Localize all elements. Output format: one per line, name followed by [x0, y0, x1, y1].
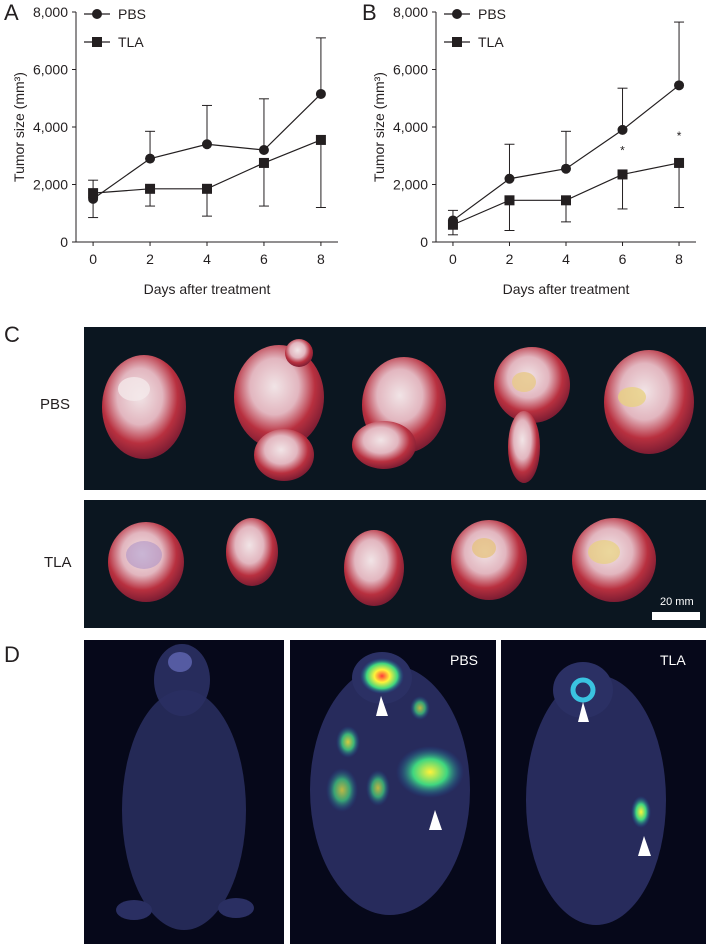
scale-bar-label: 20 mm [660, 596, 694, 608]
y-tick-label: 6,000 [393, 62, 428, 78]
pbs-tumor-photo [84, 327, 706, 490]
data-point-tla [447, 219, 458, 230]
x-tick-label: 2 [506, 251, 514, 267]
data-point-pbs [674, 80, 685, 91]
data-point-pbs [561, 163, 571, 174]
panel-d-letter: D [4, 642, 20, 667]
x-tick-label: 4 [562, 251, 570, 267]
data-point-pbs [202, 139, 212, 150]
legend-label: PBS [478, 6, 506, 22]
data-point-tla [88, 188, 99, 199]
imaging-control [84, 640, 284, 944]
chart-b: 0 2,000 4,000 6,000 8,000 0 2 4 6 8 Days after tre… [371, 4, 696, 297]
x-tick-label: 0 [449, 251, 457, 267]
significance-marker: * [677, 129, 682, 143]
x-tick-label: 0 [89, 251, 97, 267]
mouse-fluorescence-pbs [310, 652, 470, 915]
y-tick-label: 4,000 [33, 119, 68, 135]
tla-tumor-image [108, 518, 656, 606]
data-point-tla [315, 134, 326, 145]
imaging-pbs-label: PBS [450, 652, 479, 668]
scale-bar [652, 612, 700, 620]
pbs-tumor-image [102, 339, 694, 483]
x-tick-label: 8 [675, 251, 683, 267]
y-tick-label: 8,000 [393, 4, 428, 20]
panel-b-letter: B [362, 0, 377, 25]
data-point-tla [674, 157, 685, 168]
data-point-tla [561, 195, 571, 206]
data-point-pbs [258, 145, 269, 155]
chart-a: 0 2,000 4,000 6,000 8,000 0 2 4 6 8 Days after tre… [11, 4, 338, 297]
data-point-tla [145, 183, 156, 194]
y-tick-label: 0 [420, 234, 428, 250]
significance-marker: * [620, 143, 625, 157]
data-point-tla [258, 157, 269, 168]
x-tick-label: 4 [203, 251, 211, 267]
y-tick-label: 4,000 [393, 119, 428, 135]
y-tick-label: 2,000 [33, 177, 68, 193]
y-tick-label: 8,000 [33, 4, 68, 20]
legend-marker [92, 37, 102, 47]
data-point-pbs [504, 173, 515, 184]
imaging-tla-label: TLA [660, 652, 686, 668]
y-tick-label: 6,000 [33, 62, 68, 78]
x-tick-label: 6 [260, 251, 268, 267]
legend-label: TLA [478, 34, 504, 50]
panel-a-letter: A [4, 0, 19, 25]
y-tick-label: 0 [60, 234, 68, 250]
mouse-fluorescence-tla [526, 662, 666, 925]
legend-label: PBS [118, 6, 146, 22]
legend-marker [92, 9, 102, 19]
y-axis-label: Tumor size (mm³) [11, 72, 27, 182]
legend-marker [452, 9, 462, 19]
imaging-pbs [290, 640, 496, 944]
data-point-pbs [617, 124, 628, 135]
x-tick-label: 2 [146, 251, 154, 267]
x-axis-label: Days after treatment [144, 281, 271, 297]
data-point-tla [202, 183, 212, 194]
tla-tumor-photo [84, 500, 706, 628]
data-point-tla [504, 195, 515, 206]
legend-marker [452, 37, 462, 47]
x-tick-label: 6 [619, 251, 627, 267]
legend-label: TLA [118, 34, 144, 50]
y-tick-label: 2,000 [393, 177, 428, 193]
mouse-silhouette-control [116, 644, 254, 930]
imaging-tla [501, 640, 706, 944]
panel-c-letter: C [4, 322, 20, 347]
y-axis-label: Tumor size (mm³) [371, 72, 387, 182]
x-tick-label: 8 [317, 251, 325, 267]
x-axis-label: Days after treatment [503, 281, 630, 297]
data-point-tla [617, 169, 628, 180]
pbs-row-label: PBS [40, 396, 71, 413]
data-point-pbs [145, 153, 156, 164]
data-point-pbs [315, 88, 326, 99]
tla-row-label: TLA [44, 554, 72, 571]
